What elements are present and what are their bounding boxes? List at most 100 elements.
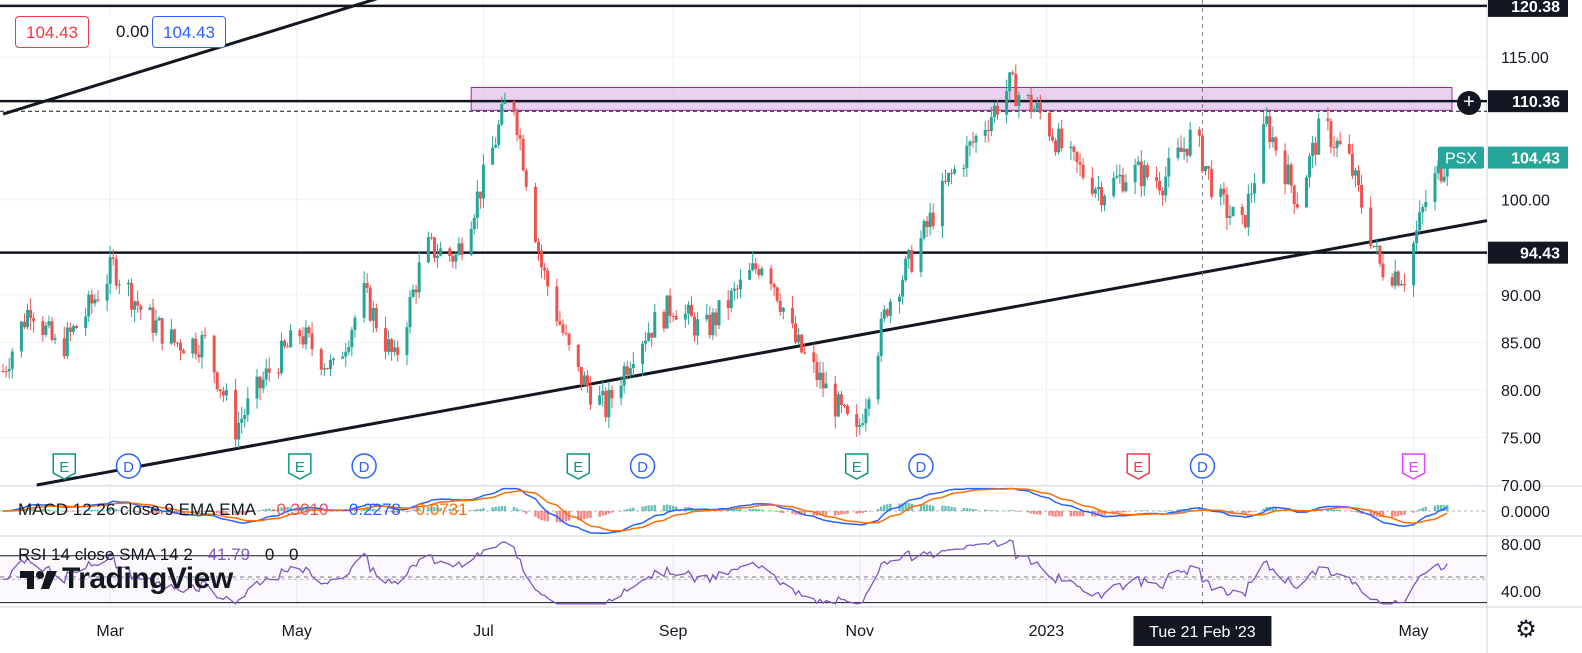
- macd-histogram-bar: [665, 504, 669, 511]
- candle-body: [1197, 129, 1201, 136]
- macd-histogram-bar: [1412, 511, 1415, 513]
- candle-body: [429, 237, 433, 239]
- candle-body: [368, 287, 372, 321]
- candle-body: [625, 366, 629, 375]
- macd-histogram-bar: [1005, 510, 1008, 512]
- candle-body: [1078, 162, 1082, 165]
- candle-body: [512, 101, 516, 112]
- price-tick-label: 90.00: [1501, 288, 1541, 305]
- signal-value: 0.0731: [415, 500, 468, 519]
- candle-body: [200, 335, 204, 358]
- candle-body: [41, 321, 45, 335]
- candle-body: [365, 283, 369, 288]
- macd-histogram-bar: [1054, 511, 1057, 517]
- macd-histogram-bar: [1029, 511, 1033, 514]
- candle-body: [1415, 230, 1419, 244]
- macd-histogram-bar: [889, 503, 892, 511]
- macd-histogram-bar: [130, 511, 133, 512]
- macd-histogram-bar: [1390, 511, 1394, 518]
- price-label-bg: [1488, 241, 1568, 264]
- macd-histogram-bar: [1100, 511, 1103, 516]
- candle-body: [983, 129, 987, 136]
- open-value-badge: 104.43: [15, 16, 89, 48]
- macd-histogram-bar: [968, 508, 972, 511]
- candle-body: [1292, 185, 1296, 205]
- candle-body: [647, 332, 651, 341]
- candle-body: [781, 307, 785, 312]
- candle-body: [1308, 156, 1312, 178]
- candle-body: [148, 307, 152, 311]
- candle-body: [469, 229, 473, 255]
- event-letter: E: [1133, 459, 1143, 476]
- time-tick-label: May: [1398, 623, 1428, 640]
- macd-histogram-bar: [105, 509, 109, 511]
- macd-histogram-bar: [1436, 504, 1440, 511]
- event-letter: D: [359, 459, 370, 476]
- macd-histogram-bar: [671, 505, 675, 511]
- macd-histogram-bar: [439, 508, 442, 511]
- macd-histogram-bar: [840, 511, 843, 515]
- macd-histogram-bar: [1014, 511, 1018, 512]
- candle-body: [1210, 168, 1214, 197]
- event-letter: E: [573, 459, 583, 476]
- candle-body: [169, 329, 173, 344]
- macd-histogram-bar: [775, 511, 779, 512]
- candle-body: [839, 394, 843, 405]
- candle-body: [1115, 176, 1119, 178]
- candle-body: [1421, 207, 1425, 213]
- earnings-event-icon: [844, 453, 869, 480]
- event-letter: E: [1409, 459, 1419, 476]
- candle-body: [1176, 147, 1180, 158]
- macd-histogram-bar: [112, 508, 115, 511]
- candle-body: [4, 371, 8, 373]
- macd-histogram-bar: [148, 511, 152, 514]
- candle-body: [585, 375, 589, 387]
- candle-body: [1069, 146, 1073, 149]
- macd-histogram-bar: [50, 510, 54, 511]
- macd-histogram-bar: [457, 510, 461, 511]
- candle-body: [772, 284, 776, 288]
- rsi-legend[interactable]: RSI 14 close SMA 14 2 41.79 0 0: [18, 545, 309, 565]
- candle-body: [301, 336, 305, 345]
- macd-histogram-bar: [727, 509, 730, 511]
- macd-histogram-bar: [757, 509, 760, 511]
- rsi-axis-tick: 40.00: [1501, 584, 1541, 601]
- candle-body: [279, 340, 283, 374]
- candle-body: [243, 414, 247, 419]
- candle-body: [29, 309, 33, 319]
- earnings-event-icon: [566, 453, 591, 480]
- macd-histogram-bar: [1036, 511, 1039, 515]
- event-letter: E: [852, 459, 862, 476]
- candle-body: [1161, 190, 1165, 196]
- candle-body: [68, 327, 72, 332]
- macd-histogram-bar: [990, 510, 993, 511]
- macd-histogram-bar: [469, 510, 473, 511]
- macd-histogram-bar: [1115, 511, 1118, 514]
- candle-body: [451, 255, 455, 262]
- macd-histogram-bar: [577, 511, 580, 521]
- macd-histogram-bar: [1124, 511, 1128, 513]
- macd-histogram-bar: [1051, 511, 1054, 517]
- candle-body: [478, 191, 482, 199]
- tradingview-logo[interactable]: TradingView: [20, 562, 233, 596]
- settings-gear-icon[interactable]: ⚙: [1515, 616, 1537, 643]
- price-label-bg: [1488, 146, 1568, 169]
- macd-histogram-bar: [29, 507, 32, 511]
- macd-histogram-bar: [44, 509, 48, 511]
- candle-body: [1090, 177, 1094, 194]
- candle-body: [653, 312, 657, 338]
- macd-histogram-bar: [1400, 511, 1403, 516]
- macd-legend[interactable]: MACD 12 26 close 9 EMA EMA -0.3010 -0.22…: [18, 500, 478, 520]
- macd-histogram-bar: [1433, 505, 1437, 511]
- event-letter: D: [1197, 459, 1208, 476]
- candle-body: [1350, 153, 1354, 176]
- macd-histogram-bar: [751, 508, 754, 511]
- add-crosshair-button[interactable]: +: [1457, 91, 1481, 115]
- candle-body: [1167, 157, 1171, 177]
- macd-histogram-bar: [417, 508, 421, 511]
- macd-histogram-bar: [1403, 511, 1406, 515]
- candle-body: [22, 321, 26, 328]
- candle-body: [130, 282, 134, 310]
- macd-histogram-bar: [108, 508, 112, 511]
